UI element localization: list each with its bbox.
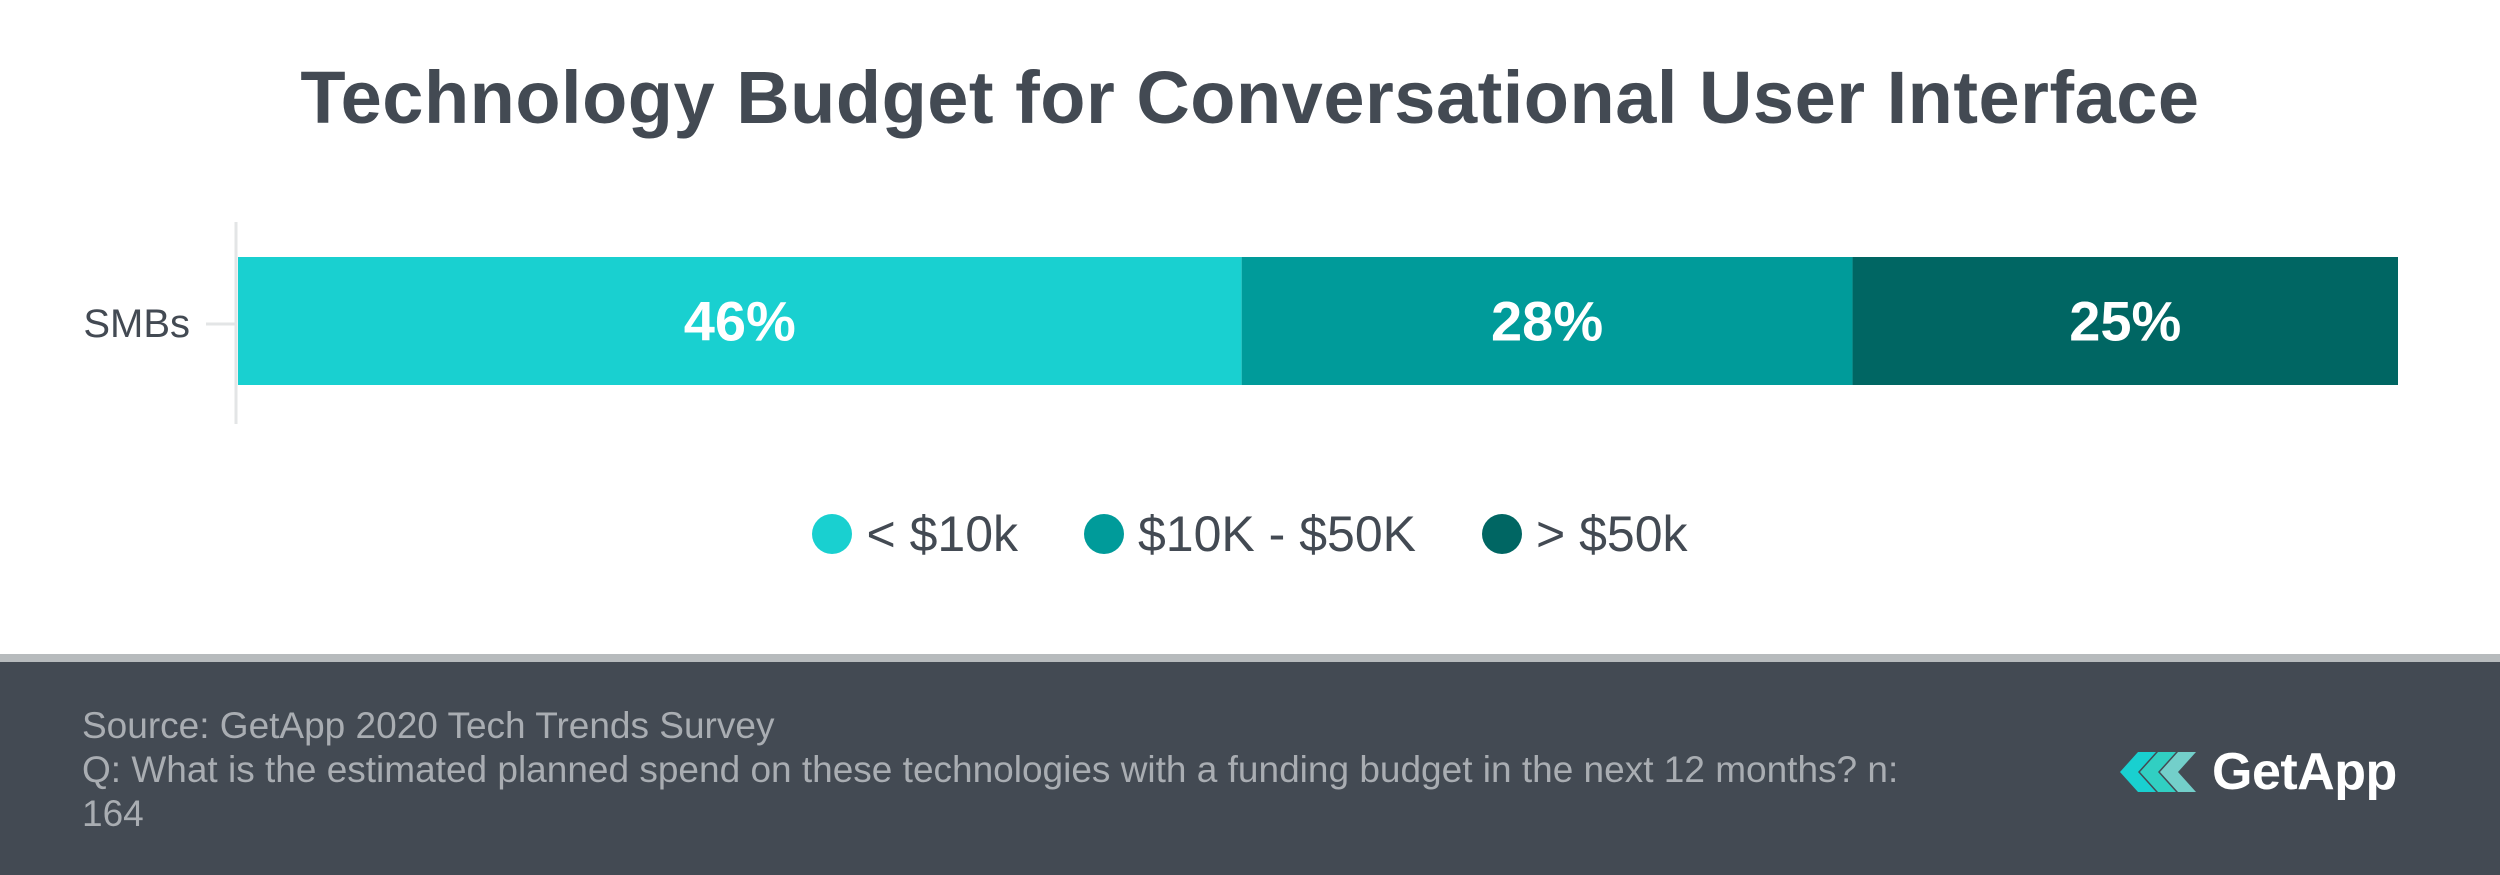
legend-swatch-under-10k bbox=[812, 514, 853, 554]
data-label-1: 28% bbox=[1491, 290, 1603, 353]
category-label-smbs: SMBs bbox=[83, 302, 190, 346]
legend-item-10k-50k[interactable]: $10K - $50K bbox=[1084, 505, 1416, 563]
legend-label: $10K - $50K bbox=[1138, 506, 1416, 562]
legend-item-over-50k[interactable]: > $50k bbox=[1481, 505, 1688, 563]
stacked-bar-chart: SMBs 46% 28% 25% bbox=[83, 222, 2398, 424]
chart-title: Technology Budget for Conversational Use… bbox=[300, 56, 2200, 139]
legend-label: > $50k bbox=[1535, 506, 1688, 562]
footer-divider bbox=[0, 654, 2500, 662]
footer: Source: GetApp 2020 Tech Trends Survey Q… bbox=[0, 662, 2500, 875]
legend-label: < $10k bbox=[866, 506, 1018, 562]
getapp-chevrons-logo-icon bbox=[2120, 752, 2196, 792]
question-note: Q: What is the estimated planned spend o… bbox=[82, 749, 1899, 834]
source-note: Source: GetApp 2020 Tech Trends Survey bbox=[82, 705, 775, 746]
getapp-logo[interactable]: GetApp bbox=[2120, 742, 2397, 802]
bar-segment-1[interactable] bbox=[1241, 257, 1853, 385]
legend-swatch-10k-50k bbox=[1084, 514, 1124, 554]
bar-segment-2[interactable] bbox=[1852, 257, 2398, 385]
bar-segment-0[interactable] bbox=[238, 257, 1242, 385]
legend-item-under-10k[interactable]: < $10k bbox=[812, 505, 1018, 563]
data-label-0: 46% bbox=[684, 290, 796, 353]
legend: < $10k $10K - $50K > $50k bbox=[0, 505, 2500, 563]
legend-swatch-over-50k bbox=[1481, 514, 1522, 554]
footer-notes: Source: GetApp 2020 Tech Trends Survey Q… bbox=[82, 704, 1932, 836]
brand-name: GetApp bbox=[2212, 743, 2397, 801]
data-label-2: 25% bbox=[2069, 290, 2181, 353]
